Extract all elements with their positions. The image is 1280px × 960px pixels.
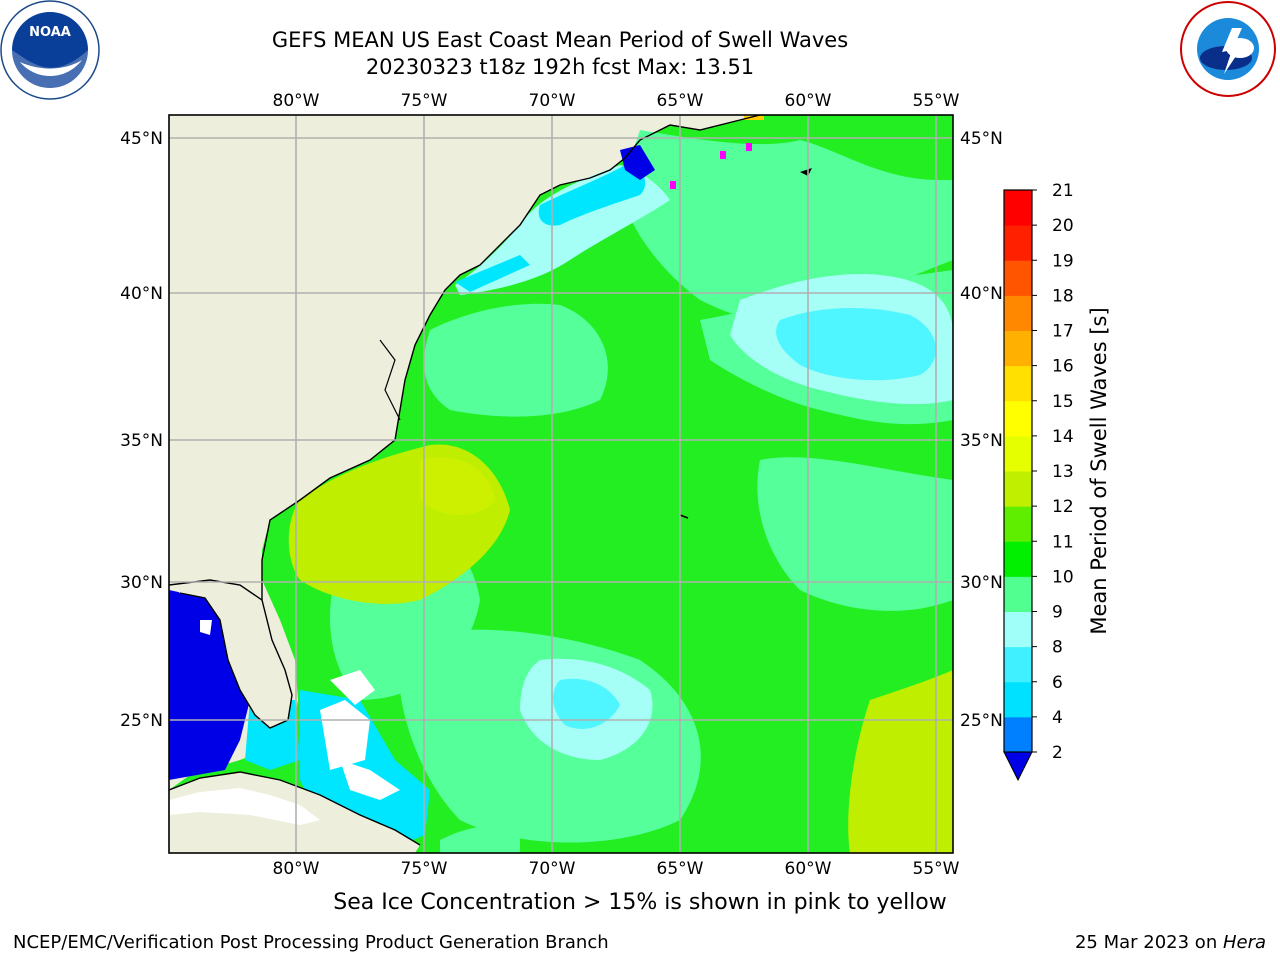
colorbar-tick-label: 8 — [1052, 638, 1063, 658]
lon-label-bottom: 75°W — [401, 859, 448, 879]
swell-period-field — [169, 115, 953, 853]
lat-label-right: 25°N — [960, 711, 1003, 731]
colorbar-tick-label: 12 — [1052, 497, 1074, 517]
lon-label-bottom: 60°W — [785, 859, 832, 879]
colorbar-segment — [1004, 506, 1032, 542]
map-frame — [168, 114, 954, 854]
colorbar-tick-label: 6 — [1052, 673, 1063, 693]
lat-label-right: 35°N — [960, 431, 1003, 451]
sea-ice-mark — [670, 181, 676, 189]
colorbar-tick-label: 17 — [1052, 322, 1074, 342]
colorbar-extend-arrow — [1003, 751, 1033, 782]
lon-label-top: 70°W — [529, 91, 576, 111]
colorbar-tick-label: 2 — [1052, 743, 1063, 763]
colorbar-segment — [1004, 716, 1032, 753]
lat-label-left: 25°N — [120, 711, 163, 731]
colorbar-segment — [1004, 295, 1032, 331]
colorbar-segment — [1004, 225, 1032, 261]
lon-label-top: 65°W — [657, 91, 704, 111]
colorbar-segment — [1004, 400, 1032, 437]
sea-ice-mark — [744, 116, 764, 120]
colorbar-segment — [1004, 611, 1032, 648]
lon-label-bottom: 65°W — [657, 859, 704, 879]
nws-logo — [1180, 1, 1276, 97]
colorbar-segment — [1004, 576, 1032, 612]
noaa-logo-text: NOAA — [29, 25, 71, 40]
footer-credit: NCEP/EMC/Verification Post Processing Pr… — [13, 932, 609, 953]
colorbar-tick-label: 4 — [1052, 708, 1063, 728]
colorbar-tick-label: 9 — [1052, 603, 1063, 623]
colorbar-tick-label: 20 — [1052, 216, 1074, 236]
lon-label-bottom: 80°W — [273, 859, 320, 879]
lat-label-left: 45°N — [120, 129, 163, 149]
footer-date-text: 25 Mar 2023 on — [1074, 932, 1223, 953]
lat-label-right: 30°N — [960, 573, 1003, 593]
colorbar-segment — [1004, 260, 1032, 296]
colorbar-segment — [1004, 365, 1032, 402]
sea-ice-mark — [720, 151, 726, 159]
lon-label-bottom: 70°W — [529, 859, 576, 879]
noaa-logo: NOAA — [0, 0, 100, 100]
lon-label-top: 55°W — [913, 91, 960, 111]
chart-subtitle: 20230323 t18z 192h fcst Max: 13.51 — [365, 55, 755, 79]
coastline — [261, 115, 761, 600]
colorbar-tick-label: 10 — [1052, 567, 1074, 587]
lat-label-right: 40°N — [960, 284, 1003, 304]
coastline — [169, 771, 421, 846]
lat-label-left: 30°N — [120, 573, 163, 593]
colorbar-tick-label: 11 — [1052, 532, 1074, 552]
colorbar-segment — [1004, 435, 1032, 472]
coastline — [379, 339, 401, 421]
colorbar-segment — [1004, 681, 1032, 718]
colorbar-segment — [1004, 471, 1032, 507]
lon-label-bottom: 55°W — [913, 859, 960, 879]
colorbar-tick-label: 21 — [1052, 181, 1074, 201]
footer-host: Hera — [1222, 932, 1266, 953]
colorbar-segment — [1004, 330, 1032, 367]
colorbar: 2 4 6 8 9 10 11 12 13 14 15 16 17 18 19 20 21 — [1003, 181, 1074, 782]
lat-label-left: 35°N — [120, 431, 163, 451]
colorbar-label: Mean Period of Swell Waves [s] — [1087, 307, 1111, 634]
sea-ice-note: Sea Ice Concentration > 15% is shown in … — [333, 890, 947, 915]
lon-label-top: 60°W — [785, 91, 832, 111]
colorbar-tick-label: 19 — [1052, 251, 1074, 271]
lat-label-right: 45°N — [960, 129, 1003, 149]
colorbar-tick-label: 16 — [1052, 357, 1074, 377]
sea-ice-mark — [746, 143, 752, 151]
lon-label-top: 80°W — [273, 91, 320, 111]
colorbar-segment — [1004, 190, 1032, 226]
graticule — [169, 115, 953, 853]
lat-label-left: 40°N — [120, 284, 163, 304]
colorbar-tick-label: 18 — [1052, 286, 1074, 306]
colorbar-tick-label: 14 — [1052, 427, 1074, 447]
chart-title: GEFS MEAN US East Coast Mean Period of S… — [271, 28, 849, 52]
colorbar-segment — [1004, 541, 1032, 577]
colorbar-segment — [1004, 646, 1032, 683]
colorbar-tick-label: 13 — [1052, 462, 1074, 482]
colorbar-tick-label: 15 — [1052, 392, 1074, 412]
footer-date: 25 Mar 2023 on Hera — [1075, 932, 1266, 953]
lon-label-top: 75°W — [401, 91, 448, 111]
